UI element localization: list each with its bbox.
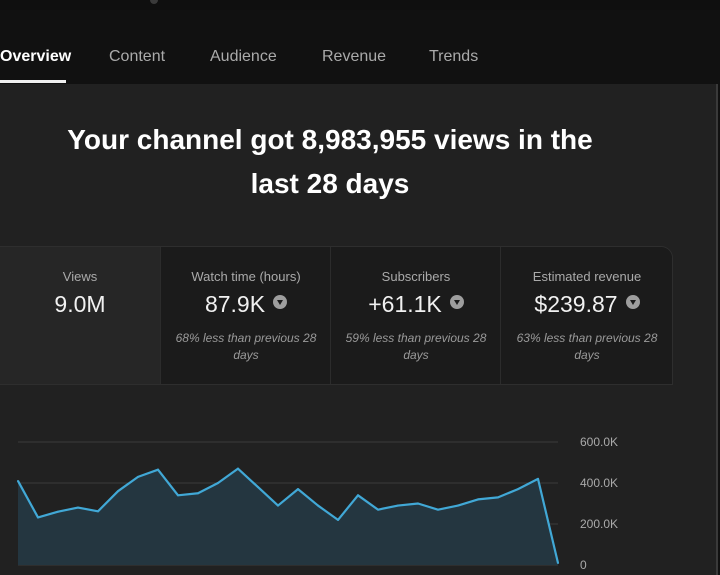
views-area	[18, 468, 558, 565]
data-point	[397, 504, 399, 507]
metric-cards: Views 9.0M Watch time (hours) 87.9K 68% …	[0, 246, 673, 385]
data-point	[97, 510, 99, 513]
data-point	[57, 510, 59, 513]
data-point	[317, 504, 319, 507]
metric-card-watch-time[interactable]: Watch time (hours) 87.9K 68% less than p…	[160, 247, 331, 384]
headline-line-2: last 28 days	[250, 168, 410, 199]
metric-value: 9.0M	[54, 291, 106, 317]
metric-label: Subscribers	[381, 269, 451, 284]
data-point	[557, 561, 559, 564]
tab-audience[interactable]: Audience	[210, 48, 277, 65]
y-tick-label: 400.0K	[580, 476, 618, 490]
metric-card-subscribers[interactable]: Subscribers +61.1K 59% less than previou…	[330, 247, 501, 384]
data-point	[517, 488, 519, 491]
data-point	[157, 468, 159, 471]
data-point	[497, 496, 499, 499]
data-point	[477, 498, 479, 501]
metric-comparison: 59% less than previous 28 days	[345, 331, 487, 362]
data-point	[237, 467, 239, 470]
metric-value-row: 87.9K	[161, 291, 331, 318]
data-point	[277, 504, 279, 507]
data-point	[17, 479, 19, 482]
data-point	[417, 502, 419, 505]
data-point	[117, 490, 119, 493]
data-point	[337, 518, 339, 521]
down-arrow-icon	[625, 295, 640, 309]
down-arrow-icon	[449, 295, 464, 309]
metric-value: 87.9K	[204, 291, 266, 317]
data-point	[457, 504, 459, 507]
data-point	[297, 488, 299, 491]
metric-comparison: 63% less than previous 28 days	[516, 331, 658, 362]
metric-value: $239.87	[534, 291, 618, 317]
y-tick-label: 0	[580, 558, 587, 572]
tab-revenue[interactable]: Revenue	[322, 48, 387, 65]
metric-card-estimated-revenue[interactable]: Estimated revenue $239.87 63% less than …	[500, 247, 672, 384]
header-remnant	[150, 0, 158, 4]
data-point	[437, 508, 439, 511]
data-point	[377, 508, 379, 511]
down-arrow-icon	[273, 295, 288, 309]
y-tick-label: 200.0K	[580, 517, 618, 531]
data-point	[137, 475, 139, 478]
data-point	[37, 516, 39, 519]
headline-line-1: Your channel got 8,983,955 views in the	[67, 124, 593, 155]
data-point	[257, 486, 259, 489]
metric-card-views[interactable]: Views 9.0M	[0, 247, 160, 384]
top-strip	[0, 0, 720, 10]
metric-value: +61.1K	[368, 291, 442, 317]
data-point	[177, 494, 179, 497]
views-line	[17, 467, 560, 564]
data-point	[77, 506, 79, 509]
data-point	[217, 482, 219, 484]
metric-value-row: $239.87	[501, 291, 672, 318]
data-point	[197, 492, 199, 495]
data-point	[357, 494, 359, 497]
metric-value-row: +61.1K	[331, 291, 501, 318]
analytics-tabs: Overview Content Audience Revenue Trends	[0, 36, 720, 84]
metric-comparison: 68% less than previous 28 days	[175, 331, 317, 362]
tab-trends[interactable]: Trends	[429, 48, 479, 65]
data-point	[537, 477, 539, 480]
metric-label: Watch time (hours)	[191, 269, 301, 284]
metric-label: Estimated revenue	[532, 269, 642, 284]
tab-overview[interactable]: Overview	[0, 48, 72, 65]
y-tick-label: 600.0K	[580, 435, 618, 449]
active-tab-indicator	[0, 80, 66, 83]
views-chart: 0 200.0K 400.0K 600.0K	[17, 435, 618, 572]
tab-content[interactable]: Content	[109, 48, 166, 65]
metric-label: Views	[62, 269, 98, 284]
page-headline: Your channel got 8,983,955 views in the …	[0, 118, 660, 206]
